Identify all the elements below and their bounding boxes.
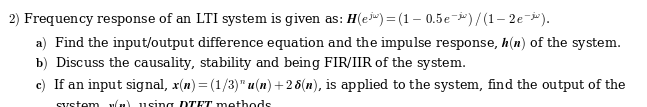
Text: system, $\boldsymbol{y(n)}$, using $\boldsymbol{DTFT}$ methods.: system, $\boldsymbol{y(n)}$, using $\bol… [55, 97, 276, 107]
Text: $\mathbf{a)}$  Find the input/output difference equation and the impulse respons: $\mathbf{a)}$ Find the input/output diff… [35, 34, 621, 52]
Text: $\mathbf{2)}$ Frequency response of an LTI system is given as: $\boldsymbol{H(e^: $\mathbf{2)}$ Frequency response of an L… [8, 10, 550, 28]
Text: $\mathbf{c)}$  If an input signal, $\boldsymbol{x(n) = (1/3)^n\, u(n) + 2\, \del: $\mathbf{c)}$ If an input signal, $\bold… [35, 76, 626, 94]
Text: $\mathbf{b)}$  Discuss the causality, stability and being FIR/IIR of the system.: $\mathbf{b)}$ Discuss the causality, sta… [35, 55, 466, 72]
